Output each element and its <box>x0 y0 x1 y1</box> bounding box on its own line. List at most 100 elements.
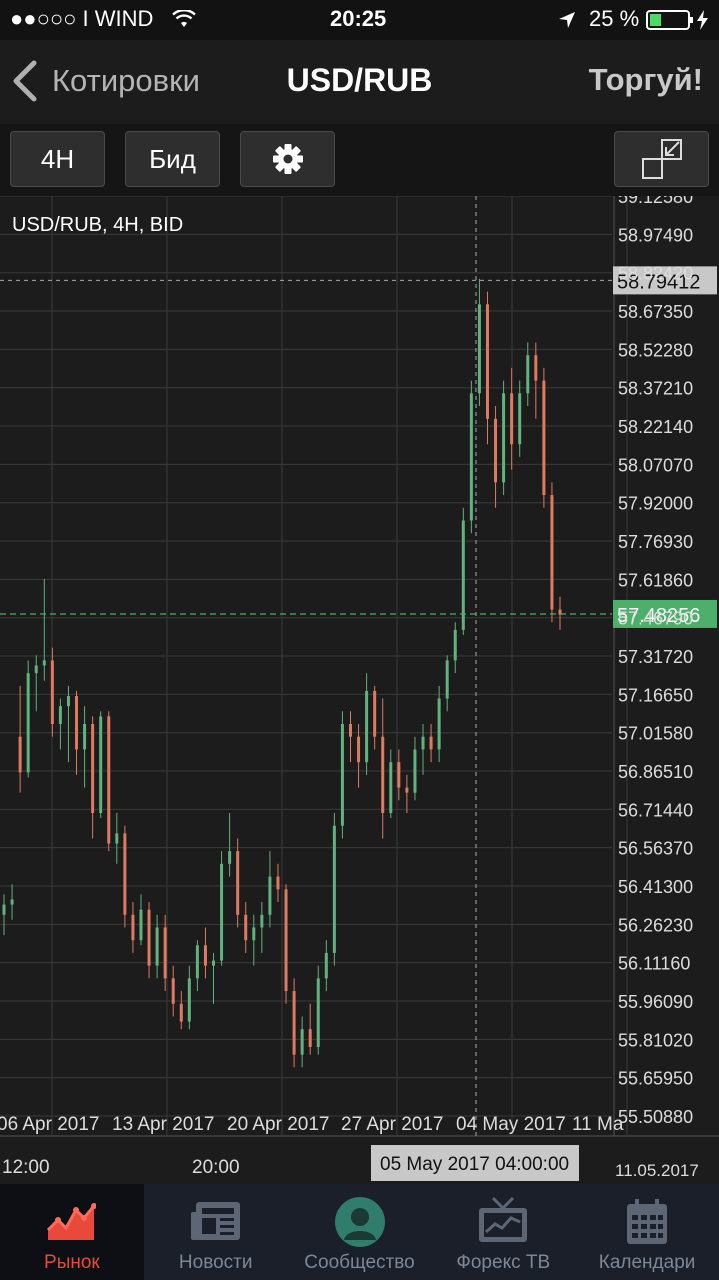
back-button[interactable]: Котировки <box>10 56 200 106</box>
gear-icon <box>272 144 303 174</box>
chart-toolbar: 4H Бид <box>0 124 719 196</box>
candle-body <box>115 833 119 844</box>
y-tick-label: 55.50880 <box>618 1107 693 1127</box>
candle-body <box>187 978 191 1022</box>
y-tick-label: 58.22140 <box>618 417 693 437</box>
candle-body <box>179 1003 183 1022</box>
price-type-button[interactable]: Бид <box>125 131 220 187</box>
community-avatar-icon <box>334 1197 385 1247</box>
y-tick-label: 57.01580 <box>618 724 693 744</box>
candle-body <box>437 698 441 750</box>
candle-body <box>18 736 22 773</box>
timeframe-button[interactable]: 4H <box>10 131 105 187</box>
location-arrow-icon <box>559 12 575 28</box>
battery-icon <box>646 10 708 30</box>
y-tick-label: 56.56370 <box>618 839 693 859</box>
y-tick-label: 56.41300 <box>618 877 693 897</box>
candle-body <box>244 914 248 941</box>
candle-body <box>284 889 288 992</box>
candle-body <box>510 393 514 445</box>
candle-body <box>212 960 216 966</box>
candle-body <box>550 495 554 610</box>
candle-body <box>445 660 449 699</box>
candle-body <box>123 833 127 915</box>
y-tick-label: 55.65950 <box>618 1069 693 1089</box>
candle-body <box>332 825 336 953</box>
candle-body <box>373 690 377 737</box>
price-chart[interactable]: 58.79412 57.48256 05 May 2017 04:00:00 59.… <box>0 187 719 1184</box>
y-tick-label: 57.31720 <box>618 647 693 667</box>
candle-body <box>421 736 425 750</box>
y-tick-label: 58.82420 <box>618 264 693 284</box>
candle-body <box>348 723 352 737</box>
candle-body <box>228 851 232 864</box>
candle-body <box>83 723 87 750</box>
current-price-label: 57.48256 <box>617 605 700 627</box>
x-date-label: 11 Ma <box>572 1114 624 1135</box>
chart-title: USD/RUB, 4H, BID <box>12 214 184 236</box>
candle-body <box>66 696 70 707</box>
y-tick-label: 57.46790 <box>618 609 693 629</box>
y-tick-label: 58.52280 <box>618 340 693 360</box>
candle-body <box>469 393 473 521</box>
candle-body <box>252 927 256 941</box>
candle-body <box>268 876 272 915</box>
x-date-label: 06 Apr 2017 <box>0 1114 99 1135</box>
candle-body <box>558 609 562 615</box>
current-price-badge <box>613 599 717 628</box>
y-tick-label: 55.81020 <box>618 1030 693 1050</box>
collapse-arrows-icon <box>641 139 682 179</box>
candle-body <box>324 952 328 979</box>
candle-body <box>526 355 530 394</box>
candle-body <box>381 736 385 814</box>
tab-calendar-label: Календари <box>598 1252 696 1273</box>
tv-icon <box>479 1196 528 1242</box>
status-bar: ●●○○○ I WIND 20:25 25 % <box>0 0 719 40</box>
y-tick-label: 56.86510 <box>618 762 693 782</box>
candle-body <box>139 909 143 941</box>
crosshair-price-label: 58.79412 <box>617 271 700 293</box>
y-tick-label: 59.12580 <box>618 196 693 207</box>
candle-body <box>195 945 199 979</box>
candle-body <box>397 762 401 788</box>
y-tick-label: 57.92000 <box>618 494 693 514</box>
candle-body <box>2 904 6 915</box>
candle-body <box>203 945 207 966</box>
tab-community-label: Сообщество <box>304 1252 415 1273</box>
tab-forex-tv[interactable]: Форекс ТВ <box>431 1184 575 1280</box>
candle-body <box>340 723 344 826</box>
settings-button[interactable] <box>240 131 335 187</box>
tab-news-label: Новости <box>178 1252 253 1273</box>
candle-body <box>26 673 30 773</box>
y-tick-label: 57.16650 <box>618 685 693 705</box>
tab-forex-tv-label: Форекс ТВ <box>456 1252 551 1273</box>
y-tick-label: 57.61860 <box>618 570 693 590</box>
candlestick-chart[interactable]: 58.79412 57.48256 05 May 2017 04:00:00 59.… <box>0 187 719 1184</box>
candle-body <box>260 914 264 928</box>
end-date-label: 11.05.2017 <box>615 1161 699 1180</box>
candle-body <box>300 1029 304 1055</box>
tab-market[interactable]: Рынок <box>0 1184 144 1280</box>
y-tick-label: 56.11160 <box>618 954 690 974</box>
navigation-bar: Котировки USD/RUB Торгуй! <box>0 40 719 125</box>
candle-body <box>220 863 224 961</box>
tab-market-label: Рынок <box>44 1252 100 1273</box>
tab-community[interactable]: Сообщество <box>288 1184 432 1280</box>
y-tick-label: 58.67350 <box>618 302 693 322</box>
candle-body <box>131 914 135 941</box>
collapse-chart-button[interactable] <box>614 131 709 187</box>
candle-body <box>155 927 159 966</box>
trade-button[interactable]: Торгуй! <box>588 62 703 97</box>
candle-body <box>534 355 538 381</box>
tab-bar: Рынок Новости Сообщество Форекс ТВ <box>0 1184 719 1280</box>
chevron-left-icon <box>13 60 37 102</box>
x-date-label: 20 Apr 2017 <box>227 1114 329 1135</box>
carrier-label: ●●○○○ I WIND <box>10 6 154 31</box>
candle-body <box>276 876 280 890</box>
tab-news[interactable]: Новости <box>144 1184 288 1280</box>
battery-percent-label: 25 % <box>589 6 640 31</box>
newspaper-icon <box>190 1202 240 1240</box>
candle-body <box>163 927 167 979</box>
candle-body <box>171 978 175 1004</box>
tab-calendar[interactable]: Календари <box>575 1184 719 1280</box>
